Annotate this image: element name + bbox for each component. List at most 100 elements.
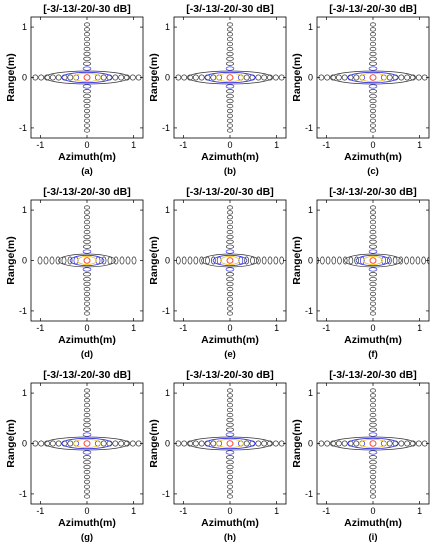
x-tick-label: 1 [274, 140, 279, 150]
contour-group [175, 22, 285, 133]
panel-title: [-3/-13/-20/-30 dB] [329, 369, 417, 381]
panel-label: (h) [224, 532, 236, 543]
y-tick-label: -1 [19, 123, 27, 133]
mainlobe-contour-13db [359, 73, 387, 83]
range-sidelobe [226, 422, 234, 427]
range-sidelobe [226, 489, 234, 494]
azimuth-sidelobe [348, 256, 354, 265]
range-sidelobe [369, 417, 377, 423]
panel-label: (d) [81, 349, 93, 360]
range-sidelobe [82, 89, 92, 94]
range-sidelobe [226, 205, 234, 210]
azimuth-sidelobe [404, 256, 409, 265]
y-tick-label: -1 [162, 489, 170, 499]
azimuth-sidelobe [187, 256, 193, 265]
range-sidelobe [226, 281, 234, 287]
y-axis-label: Range(m) [5, 236, 17, 284]
contour-group [175, 388, 285, 499]
x-tick-label: 0 [370, 506, 375, 516]
mainlobe-contour-30db [187, 70, 273, 85]
mainlobe-contour-13db [216, 438, 244, 448]
x-tick-label: 0 [84, 506, 89, 516]
range-sidelobe [369, 422, 377, 427]
azimuth-sidelobe [261, 440, 268, 447]
azimuth-sidelobe [273, 256, 279, 265]
range-sidelobe [83, 301, 91, 306]
x-axis-label: Azimuth(m) [58, 334, 116, 346]
mainlobe-contour-13db [77, 255, 97, 265]
azimuth-sidelobe [124, 74, 130, 81]
range-sidelobe [226, 41, 234, 47]
y-tick-label: 1 [165, 388, 170, 398]
range-sidelobe [83, 56, 91, 61]
range-sidelobe [83, 306, 91, 311]
range-sidelobe [369, 224, 377, 230]
azimuth-sidelobe [49, 256, 55, 265]
panel-b: [-3/-13/-20/-30 dB] -1 0 1 1 0 -1 Azimuth(m) Ran… [148, 3, 287, 177]
range-sidelobe [226, 22, 234, 27]
azimuth-sidelobe [272, 440, 279, 447]
range-sidelobe [226, 296, 234, 301]
y-axis-label: Range(m) [291, 419, 303, 467]
range-sidelobe [225, 89, 235, 94]
range-sidelobe [226, 291, 234, 297]
panel-label: (b) [224, 166, 236, 177]
mainlobe-contour-13db [220, 255, 240, 265]
azimuth-sidelobe [125, 256, 131, 265]
range-sidelobe [368, 450, 378, 455]
contour-group [318, 388, 428, 499]
azimuth-sidelobe [199, 256, 205, 265]
range-sidelobe [369, 32, 377, 37]
range-sidelobe [369, 393, 377, 398]
panel-label: (i) [369, 532, 378, 543]
mainlobe-contour-30db [330, 70, 416, 85]
panel-title: [-3/-13/-20/-30 dB] [186, 369, 274, 381]
range-sidelobe [83, 128, 91, 133]
azimuth-sidelobe [342, 256, 348, 265]
azimuth-sidelobe [404, 74, 411, 81]
azimuth-sidelobe [261, 256, 267, 265]
range-sidelobe [83, 98, 91, 104]
range-sidelobe [368, 89, 378, 94]
range-sidelobe [82, 450, 92, 455]
range-sidelobe [369, 281, 377, 287]
range-sidelobe [369, 306, 377, 311]
mainlobe-contour-20db [347, 71, 399, 84]
range-sidelobe [369, 118, 377, 123]
plot-frame [173, 382, 287, 505]
y-axis-label: Range(m) [5, 53, 17, 101]
range-sidelobe [369, 98, 377, 104]
azimuth-sidelobe [38, 74, 45, 81]
azimuth-sidelobe [410, 74, 416, 81]
range-sidelobe [369, 128, 377, 133]
azimuth-sidelobe [330, 74, 336, 81]
range-sidelobe [83, 51, 91, 57]
mainlobe-contour-13db [216, 73, 244, 83]
azimuth-sidelobe [100, 440, 107, 447]
mainlobe-contour-3db [369, 440, 377, 447]
range-sidelobe [226, 51, 234, 57]
azimuth-sidelobe [421, 256, 426, 265]
azimuth-sidelobe [256, 256, 261, 265]
azimuth-sidelobe [398, 74, 405, 81]
range-sidelobe [225, 267, 235, 272]
azimuth-sidelobe [192, 440, 199, 447]
y-axis-label: Range(m) [291, 53, 303, 101]
x-tick-label: 1 [417, 506, 422, 516]
x-tick-label: 0 [370, 140, 375, 150]
azimuth-sidelobe [409, 256, 415, 265]
range-sidelobe [369, 277, 377, 282]
x-axis-label: Azimuth(m) [201, 517, 259, 529]
azimuth-sidelobe [55, 74, 62, 81]
range-sidelobe [226, 388, 234, 393]
range-sidelobe [225, 455, 235, 460]
range-sidelobe [83, 229, 91, 235]
range-sidelobe [226, 403, 234, 408]
azimuth-sidelobe [415, 74, 422, 81]
azimuth-sidelobe [67, 74, 74, 81]
range-sidelobe [226, 234, 234, 240]
azimuth-sidelobe [44, 440, 50, 447]
x-tick-label: 1 [417, 140, 422, 150]
x-tick-label: -1 [179, 506, 187, 516]
azimuth-sidelobe [119, 256, 125, 265]
